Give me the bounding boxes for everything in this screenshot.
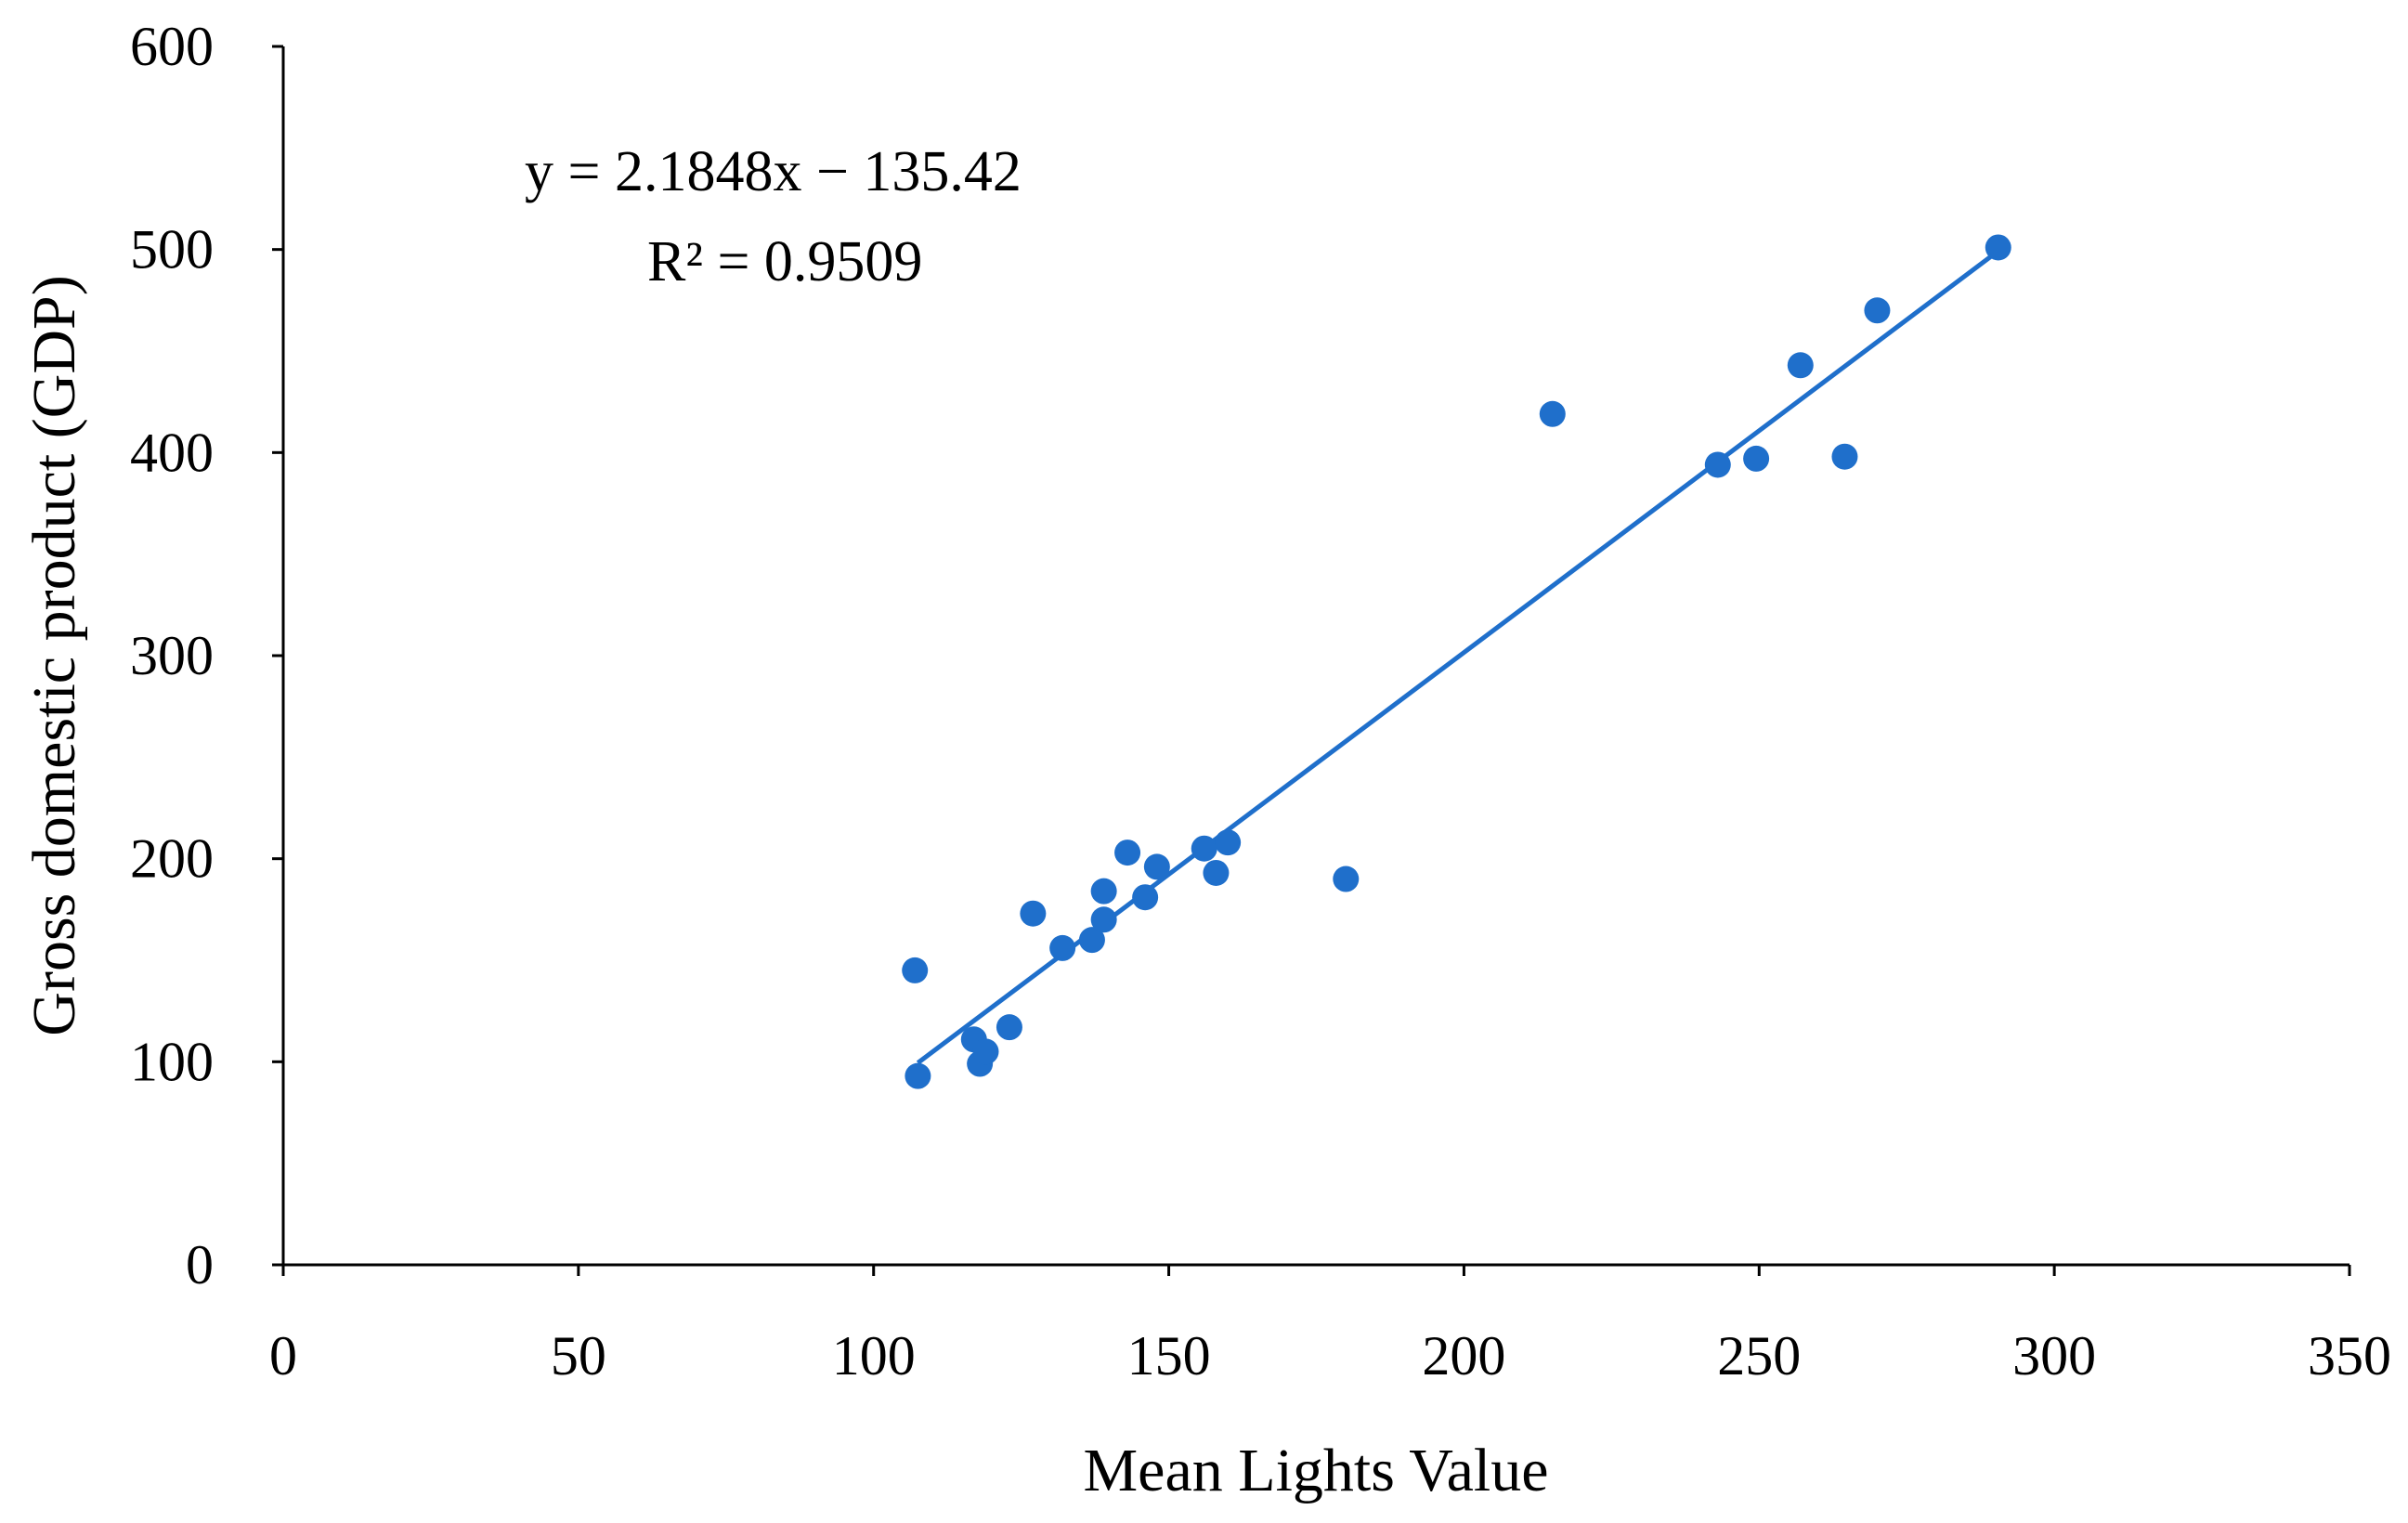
x-tick-label: 0	[269, 1325, 297, 1386]
data-point	[1090, 906, 1117, 933]
data-point	[1985, 234, 2011, 261]
y-axis-title: Gross domestic product (GDP)	[20, 275, 88, 1035]
x-tick-label: 200	[1422, 1325, 1505, 1386]
data-point	[902, 957, 929, 983]
data-point	[1143, 853, 1170, 880]
trendline-equation: y = 2.1848x − 135.42	[525, 140, 1022, 203]
y-tick-label: 500	[130, 219, 214, 280]
x-tick-label: 50	[551, 1325, 606, 1386]
x-axis-title: Mean Lights Value	[1083, 1437, 1548, 1504]
data-point	[1191, 835, 1217, 862]
data-point	[1203, 859, 1230, 886]
data-point	[1864, 297, 1891, 324]
data-point	[1539, 400, 1566, 427]
data-point	[1215, 829, 1242, 856]
data-point	[1078, 927, 1105, 954]
data-point	[1049, 934, 1076, 961]
data-point	[905, 1062, 931, 1089]
data-point	[1704, 451, 1731, 478]
data-point	[972, 1038, 999, 1065]
data-point	[1333, 866, 1360, 892]
x-tick-label: 150	[1127, 1325, 1211, 1386]
y-tick-label: 400	[130, 422, 214, 483]
y-tick-label: 600	[130, 16, 214, 77]
data-point	[1743, 445, 1770, 472]
y-tick-label: 100	[130, 1031, 214, 1092]
x-tick-label: 100	[832, 1325, 916, 1386]
y-tick-label: 0	[186, 1234, 214, 1295]
y-tick-label: 300	[130, 625, 214, 686]
tick-group: 0 50 100 150 200 250 300 350 0 100 200 300 400 500 600	[130, 16, 2391, 1386]
x-tick-label: 250	[1717, 1325, 1801, 1386]
trendline-r-squared: R² = 0.9509	[647, 230, 922, 293]
x-tick-label: 300	[2012, 1325, 2096, 1386]
data-point	[996, 1014, 1022, 1041]
y-tick-label: 200	[130, 828, 214, 890]
data-point	[1132, 884, 1159, 911]
data-point	[1090, 878, 1117, 905]
data-point	[1020, 900, 1047, 927]
data-point	[1114, 840, 1141, 866]
data-point	[1787, 352, 1814, 379]
x-tick-label: 350	[2308, 1325, 2391, 1386]
points-group	[902, 234, 2011, 1089]
axes	[281, 46, 2349, 1267]
data-point	[1831, 443, 1858, 470]
